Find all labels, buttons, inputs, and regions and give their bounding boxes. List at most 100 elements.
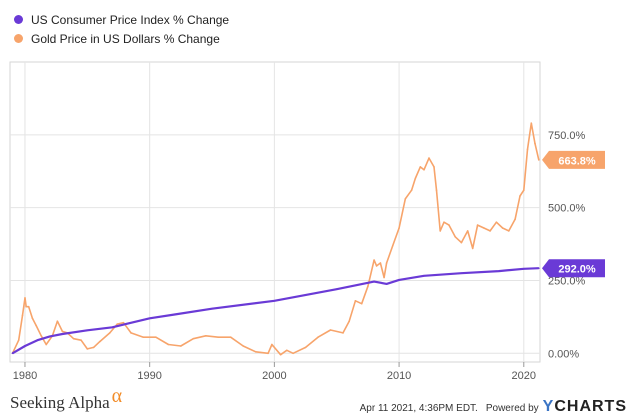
series-point-gold <box>435 189 438 191</box>
series-point-gold <box>116 323 118 325</box>
series-point-gold <box>254 351 257 353</box>
series-point-gold <box>56 320 59 323</box>
series-point-cpi <box>460 272 463 275</box>
series-point-gold <box>92 346 95 349</box>
end-label-tag-gold <box>542 150 605 169</box>
series-point-gold <box>267 352 269 355</box>
legend-swatch-cpi <box>14 15 23 24</box>
ycharts-logo-text: CHARTS <box>554 398 627 415</box>
series-point-gold <box>360 302 363 305</box>
series-point-gold <box>348 320 351 323</box>
series-point-gold <box>61 330 64 333</box>
series-point-cpi <box>86 329 89 332</box>
y-tick-label: 250.0% <box>548 275 586 287</box>
series-point-gold <box>279 353 282 356</box>
series-point-gold <box>443 221 445 223</box>
series-point-gold <box>519 195 521 197</box>
legend: US Consumer Price Index % Change Gold Pr… <box>14 10 229 48</box>
series-point-gold <box>40 335 42 337</box>
x-tick-label: 1980 <box>13 370 37 382</box>
series-point-gold <box>304 346 307 349</box>
series-point-gold <box>530 122 533 124</box>
series-point-gold <box>80 339 82 342</box>
series-point-cpi <box>335 288 338 291</box>
series-point-gold <box>367 285 369 288</box>
alpha-icon: α <box>111 385 123 407</box>
ycharts-logo[interactable]: YCHARTS <box>543 398 627 416</box>
series-point-gold <box>31 317 34 320</box>
legend-label-gold: Gold Price in US Dollars % Change <box>31 31 220 46</box>
series-point-gold <box>423 169 425 171</box>
series-point-gold <box>229 336 232 339</box>
series-point-gold <box>142 336 145 339</box>
series-point-cpi <box>498 270 500 272</box>
seeking-alpha-logo[interactable]: Seeking Alpha α <box>10 385 122 414</box>
series-point-gold <box>523 189 525 191</box>
series-point-gold <box>25 305 28 308</box>
series-point-gold <box>460 241 463 244</box>
y-tick-label: 500.0% <box>548 203 586 215</box>
series-point-gold <box>428 157 430 159</box>
series-point-gold <box>471 247 474 250</box>
series-point-gold <box>292 352 294 355</box>
series-point-gold <box>495 221 498 223</box>
footer-credit: Apr 11 2021, 4:36PM EDT. Powered by YCHA… <box>360 398 627 416</box>
series-point-cpi <box>49 335 51 338</box>
series-point-cpi <box>398 279 400 281</box>
series-point-gold <box>526 148 529 151</box>
series-point-cpi <box>373 280 375 283</box>
series-point-cpi <box>61 333 64 335</box>
series-point-gold <box>404 198 407 200</box>
series-point-gold <box>439 230 442 232</box>
y-tick-label: 0.00% <box>548 348 579 360</box>
series-point-gold <box>489 230 491 232</box>
series-point-gold <box>379 262 382 264</box>
series-point-gold <box>24 297 26 299</box>
legend-label-cpi: US Consumer Price Index % Change <box>31 12 230 27</box>
series-point-gold <box>398 227 400 229</box>
legend-item-gold[interactable]: Gold Price in US Dollars % Change <box>14 29 229 48</box>
series-point-cpi <box>423 275 425 277</box>
series-point-cpi <box>211 307 213 310</box>
end-label-tag-cpi <box>542 259 605 278</box>
series-point-gold <box>21 314 24 317</box>
series-point-gold <box>454 236 457 238</box>
series-point-gold <box>433 166 435 168</box>
series-line-gold <box>11 122 540 356</box>
series-point-cpi <box>273 300 276 302</box>
series-point-cpi <box>148 317 151 320</box>
series-point-gold <box>205 335 207 337</box>
series-point-gold <box>286 349 288 352</box>
series-point-gold <box>342 332 344 334</box>
brand-name: Seeking Alpha <box>10 393 110 412</box>
series-point-gold <box>448 224 450 226</box>
series-point-gold <box>192 337 195 340</box>
series-point-gold <box>466 230 469 232</box>
series-point-gold <box>155 336 157 339</box>
series-point-cpi <box>523 268 525 270</box>
series-point-gold <box>419 166 422 168</box>
series-point-gold <box>501 227 504 229</box>
series-point-cpi <box>111 326 114 329</box>
series-point-gold <box>122 321 125 324</box>
series-point-gold <box>508 230 510 232</box>
series-point-gold <box>383 276 385 279</box>
series-point-cpi <box>36 339 39 342</box>
legend-item-cpi[interactable]: US Consumer Price Index % Change <box>14 10 229 29</box>
legend-swatch-gold <box>14 34 23 43</box>
series-point-gold <box>392 244 394 247</box>
series-point-gold <box>271 343 273 346</box>
series-point-gold <box>99 340 101 343</box>
series-point-gold <box>35 324 37 327</box>
timestamp: Apr 11 2021, 4:36PM EDT. <box>359 403 478 414</box>
plot-area <box>9 61 541 363</box>
end-label-cpi: 292.0% <box>558 264 596 276</box>
series-point-gold <box>483 227 485 229</box>
powered-by-label: Powered by <box>485 403 539 414</box>
y-tick-label: 750.0% <box>548 130 586 142</box>
series-point-gold <box>72 337 75 340</box>
series-point-gold <box>534 142 536 145</box>
series-point-gold <box>538 159 540 161</box>
series-point-gold <box>130 332 132 334</box>
series-point-cpi <box>11 352 14 355</box>
